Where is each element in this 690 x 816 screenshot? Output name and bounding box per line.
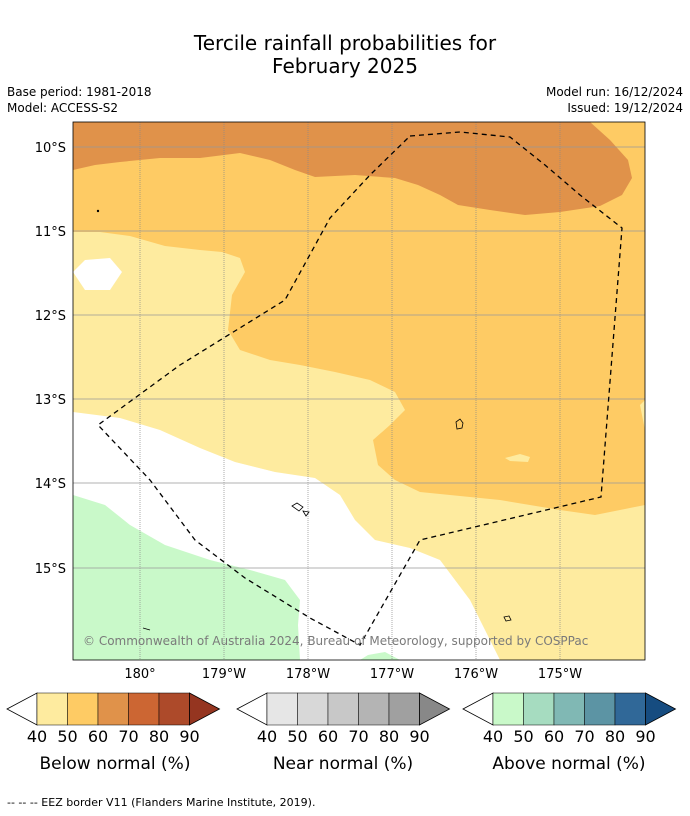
model-run-label: Model run: 16/12/2024 xyxy=(545,85,683,99)
colorbar-below-tick-60: 60 xyxy=(88,727,108,746)
island-center-small xyxy=(302,510,310,517)
colorbar-below-tick-70: 70 xyxy=(118,727,138,746)
colorbar-above-tick-40: 40 xyxy=(483,727,503,746)
colorbar-above-segment-50 xyxy=(523,692,555,726)
lon-label-178w: 178°W xyxy=(286,667,330,682)
colorbar-near-segment-40 xyxy=(266,692,298,726)
colorbar-title-near: Near normal (%) xyxy=(272,754,414,774)
colorbar-above-tick-60: 60 xyxy=(544,727,564,746)
colorbar-below-segment-40 xyxy=(36,692,68,726)
model-label: Model: ACCESS-S2 xyxy=(7,101,119,115)
colorbar-below-segment-50 xyxy=(67,692,99,726)
lon-label-175w: 175°W xyxy=(538,667,582,682)
colorbar-below-segment-60 xyxy=(97,692,129,726)
eez-border xyxy=(97,131,623,646)
lat-label-10s: 10°S xyxy=(35,141,66,156)
colorbar-above-segment-80 xyxy=(614,692,646,726)
colorbar-below-segment-70 xyxy=(128,692,160,726)
colorbar-below-tick-80: 80 xyxy=(149,727,169,746)
lon-label-180: 180° xyxy=(124,667,155,682)
region-light-patch xyxy=(505,454,530,462)
colorbar-above-segment-70 xyxy=(584,692,616,726)
probability-map: 10°S 11°S 12°S 13°S 14°S 15°S 180° 179°W… xyxy=(35,121,646,682)
colorbar-above-tick-80: 80 xyxy=(605,727,625,746)
graticule xyxy=(139,122,561,660)
region-above-normal-40 xyxy=(73,495,300,660)
colorbar-near-tick-80: 80 xyxy=(379,727,399,746)
lon-label-177w: 177°W xyxy=(370,667,414,682)
chart-title-line2: February 2025 xyxy=(272,54,418,78)
island-southwest xyxy=(142,627,151,631)
island-center xyxy=(291,502,304,512)
lon-label-176w: 176°W xyxy=(454,667,498,682)
colorbar-below-segment-80 xyxy=(158,692,190,726)
lat-label-15s: 15°S xyxy=(35,562,66,577)
colorbar-above-low-extend xyxy=(462,692,494,726)
chart-title-line1: Tercile rainfall probabilities for xyxy=(193,31,497,55)
colorbar-title-above: Above normal (%) xyxy=(492,754,646,774)
colorbar-title-below: Below normal (%) xyxy=(39,754,191,774)
lat-label-13s: 13°S xyxy=(35,393,66,408)
colorbar-near-tick-90: 90 xyxy=(409,727,429,746)
colorbar-below-low-extend xyxy=(6,692,38,726)
graticule-lat xyxy=(73,146,645,569)
colorbar-near-segment-80 xyxy=(388,692,420,726)
map-fill-layers xyxy=(73,122,645,660)
colorbar-near-high-extend xyxy=(419,692,451,726)
colorbar-below-tick-50: 50 xyxy=(57,727,77,746)
region-below-normal-60 xyxy=(73,122,632,215)
lat-label-11s: 11°S xyxy=(35,225,66,240)
colorbar-below-high-extend xyxy=(189,692,221,726)
map-frame xyxy=(72,121,646,661)
colorbar-above-tick-90: 90 xyxy=(635,727,655,746)
colorbar-above-segment-40 xyxy=(492,692,524,726)
island-northwest xyxy=(96,209,100,213)
island-east xyxy=(455,418,464,430)
region-above-normal-40-south xyxy=(360,652,400,660)
colorbar-near-tick-50: 50 xyxy=(287,727,307,746)
colorbar-above-high-extend xyxy=(645,692,677,726)
colorbar-near-segment-60 xyxy=(327,692,359,726)
eez-legend-note: -- -- -- EEZ border V11 (Flanders Marine… xyxy=(7,796,316,809)
lat-label-12s: 12°S xyxy=(35,309,66,324)
colorbar-above-segment-60 xyxy=(553,692,585,726)
colorbar-near-segment-70 xyxy=(358,692,390,726)
issued-label: Issued: 19/12/2024 xyxy=(567,101,683,115)
island-south xyxy=(503,615,512,622)
longitude-labels: 180° 179°W 178°W 177°W 176°W 175°W xyxy=(124,667,582,682)
colorbar-near-tick-70: 70 xyxy=(348,727,368,746)
colorbar-near-low-extend xyxy=(236,692,268,726)
islands xyxy=(96,209,512,631)
colorbar-above-tick-70: 70 xyxy=(574,727,594,746)
lon-label-179w: 179°W xyxy=(202,667,246,682)
colorbars: 40 50 60 70 80 90 40 50 60 70 80 90 40 50 60 70 80 90 xyxy=(6,692,677,746)
colorbar-near-segment-50 xyxy=(297,692,329,726)
region-no-signal-island xyxy=(73,258,122,290)
base-period-label: Base period: 1981-2018 xyxy=(7,85,152,99)
colorbar-below-tick-40: 40 xyxy=(27,727,47,746)
colorbar-near-tick-60: 60 xyxy=(318,727,338,746)
colorbar-near-tick-40: 40 xyxy=(257,727,277,746)
copyright-notice: © Commonwealth of Australia 2024, Bureau… xyxy=(83,634,588,648)
colorbar-above-tick-50: 50 xyxy=(513,727,533,746)
colorbar-below-tick-90: 90 xyxy=(179,727,199,746)
lat-label-14s: 14°S xyxy=(35,477,66,492)
latitude-labels: 10°S 11°S 12°S 13°S 14°S 15°S xyxy=(35,141,66,577)
region-below-normal-50 xyxy=(73,122,645,515)
